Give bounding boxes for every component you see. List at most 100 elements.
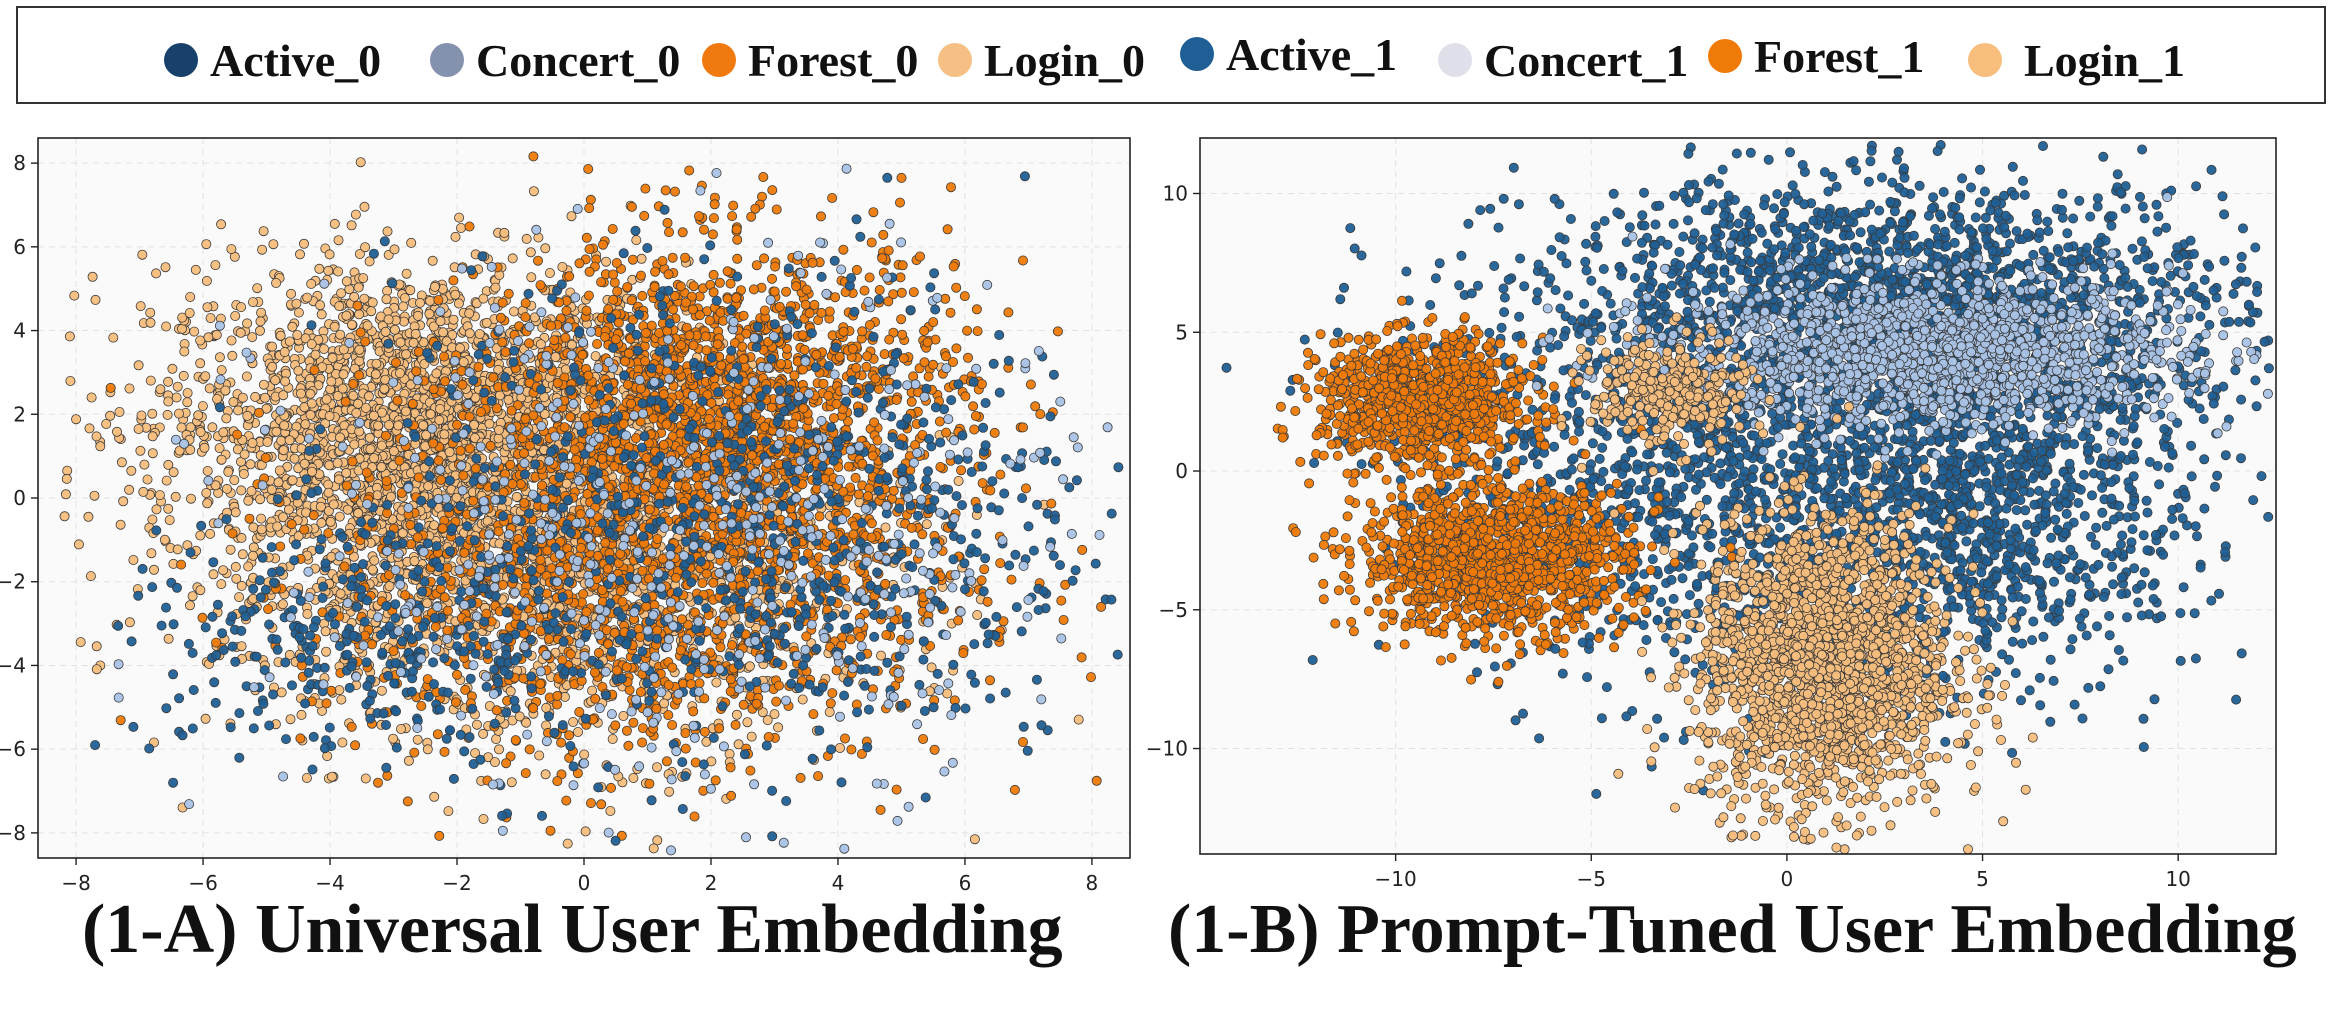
scatter-point xyxy=(116,520,125,529)
scatter-point xyxy=(506,687,515,696)
scatter-point xyxy=(240,450,249,459)
scatter-point xyxy=(292,299,301,308)
scatter-point xyxy=(681,253,690,262)
scatter-point xyxy=(374,421,383,430)
scatter-point xyxy=(302,773,311,782)
scatter-point xyxy=(125,384,134,393)
scatter-point xyxy=(337,289,346,298)
scatter-point xyxy=(536,340,545,349)
scatter-point xyxy=(206,529,215,538)
scatter-point xyxy=(235,593,244,602)
scatter-point xyxy=(258,245,267,254)
scatter-point xyxy=(808,258,817,267)
scatter-point xyxy=(243,319,252,328)
scatter-point xyxy=(377,686,386,695)
scatter-point xyxy=(200,443,209,452)
scatter-point xyxy=(377,463,386,472)
scatter-point xyxy=(140,460,149,469)
scatter-point xyxy=(156,385,165,394)
scatter-point xyxy=(196,336,205,345)
scatter-point xyxy=(202,276,211,285)
scatter-point xyxy=(430,792,439,801)
scatter-point xyxy=(404,756,413,765)
scatter-point xyxy=(91,295,100,304)
scatter-point xyxy=(315,264,324,273)
scatter-point xyxy=(439,328,448,337)
scatter-point xyxy=(203,499,212,508)
scatter-point xyxy=(352,408,361,417)
scatter-point xyxy=(329,500,338,509)
scatter-point xyxy=(285,337,294,346)
scatter-point xyxy=(472,720,481,729)
scatter-point xyxy=(327,377,336,386)
scatter-point xyxy=(180,347,189,356)
scatter-point xyxy=(203,466,212,475)
scatter-point xyxy=(922,520,931,529)
scatter-point xyxy=(279,446,288,455)
scatter-point xyxy=(567,212,576,221)
scatter-point xyxy=(415,298,424,307)
scatter-point xyxy=(369,411,378,420)
scatter-point xyxy=(134,424,143,433)
scatter-point xyxy=(251,392,260,401)
scatter-point xyxy=(879,230,888,239)
scatter-point xyxy=(185,308,194,317)
scatter-point xyxy=(278,600,287,609)
scatter-point xyxy=(629,773,638,782)
scatter-point xyxy=(1018,256,1027,265)
scatter-point xyxy=(306,389,315,398)
scatter-point xyxy=(196,531,205,540)
scatter-point xyxy=(573,727,582,736)
scatter-point xyxy=(227,336,236,345)
scatter-point xyxy=(271,376,280,385)
scatter-point xyxy=(146,308,155,317)
scatter-point xyxy=(591,352,600,361)
scatter-point xyxy=(632,236,641,245)
scatter-point xyxy=(232,574,241,583)
scatter-point xyxy=(276,331,285,340)
scatter-point xyxy=(368,565,377,574)
scatter-point xyxy=(125,618,134,627)
scatter-point xyxy=(330,219,339,228)
scatter-point xyxy=(451,232,460,241)
scatter-point xyxy=(512,492,521,501)
scatter-point xyxy=(76,638,85,647)
scatter-point xyxy=(136,446,145,455)
scatter-point xyxy=(127,466,136,475)
scatter-point xyxy=(281,377,290,386)
scatter-point xyxy=(521,313,530,322)
scatter-point xyxy=(152,269,161,278)
scatter-point xyxy=(109,333,118,342)
scatter-point xyxy=(237,303,246,312)
scatter-point xyxy=(162,322,171,331)
scatter-point xyxy=(334,267,343,276)
scatter-point xyxy=(335,302,344,311)
scatter-point xyxy=(409,338,418,347)
scatter-point xyxy=(485,419,494,428)
scatter-point xyxy=(134,361,143,370)
scatter-point xyxy=(221,386,230,395)
scatter-point xyxy=(436,317,445,326)
scatter-point xyxy=(146,376,155,385)
scatter-point xyxy=(394,421,403,430)
scatter-point xyxy=(364,392,373,401)
scatter-point xyxy=(602,257,611,266)
scatter-point xyxy=(160,535,169,544)
scatter-point xyxy=(851,473,860,482)
scatter-point xyxy=(678,228,687,237)
scatter-point xyxy=(996,470,1005,479)
scatter-point xyxy=(272,427,281,436)
scatter-point xyxy=(224,467,233,476)
scatter-point xyxy=(400,294,409,303)
scatter-point xyxy=(459,471,468,480)
scatter-point xyxy=(455,213,464,222)
scatter-point xyxy=(190,327,199,336)
scatter-point xyxy=(627,202,636,211)
scatter-point xyxy=(343,505,352,514)
scatter-point xyxy=(255,326,264,335)
scatter-point xyxy=(423,745,432,754)
scatter-point xyxy=(929,318,938,327)
scatter-point xyxy=(290,454,299,463)
scatter-point xyxy=(213,394,222,403)
